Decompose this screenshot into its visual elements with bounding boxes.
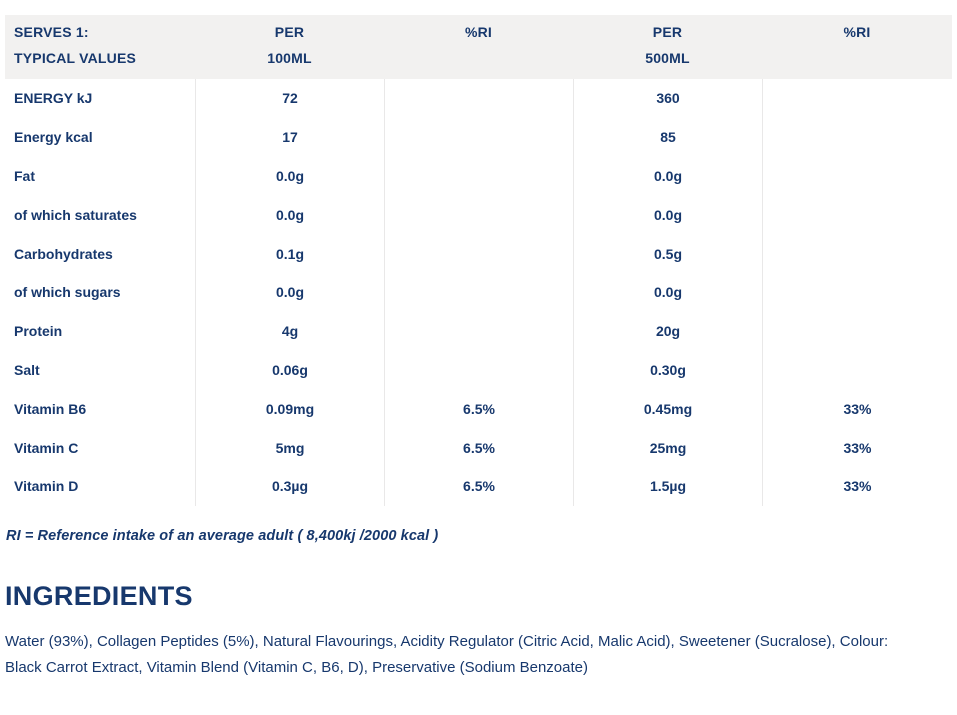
per-500ml-value: 0.0g [573,195,762,235]
row-label: Vitamin D [14,478,79,495]
row-label: Fat [14,167,35,184]
row-label: of which sugars [14,284,121,301]
ri-100ml-value [384,350,573,390]
per-100ml-value: 17 [195,117,384,157]
header-per-100ml-line2: 100ML [267,50,312,66]
row-label: Salt [14,361,40,378]
ri-100ml-value [384,79,573,118]
ri-500ml-value [762,156,952,196]
header-ri-500ml: %RI [762,19,952,71]
table-row: Vitamin B6 0.09mg 6.5% 0.45mg 33% [5,389,952,429]
row-label: ENERGY kJ [14,90,93,107]
per-500ml-value: 0.5g [573,234,762,273]
table-row: Carbohydrates 0.1g 0.5g [5,234,952,273]
ingredients-text: Water (93%), Collagen Peptides (5%), Nat… [5,632,889,676]
per-500ml-value: 360 [573,79,762,118]
header-per-500ml-line2: 500ML [645,50,690,66]
per-500ml-value: 0.30g [573,350,762,390]
row-label: Vitamin B6 [14,400,87,417]
ri-500ml-value [762,311,952,351]
ri-500ml-value [762,234,952,273]
ri-100ml-value [384,195,573,235]
per-500ml-value: 25mg [573,428,762,467]
ingredients-heading: INGREDIENTS [5,580,193,611]
table-row: Salt 0.06g 0.30g [5,350,952,390]
ri-500ml-value [762,195,952,235]
table-row: Vitamin D 0.3µg 6.5% 1.5µg 33% [5,466,952,506]
per-500ml-value: 0.0g [573,156,762,196]
header-typical-values: SERVES 1: TYPICAL VALUES [5,19,195,71]
ri-100ml-value [384,311,573,351]
header-per-500ml-line1: PER [652,24,683,40]
per-100ml-value: 4g [195,311,384,351]
row-label: Vitamin C [14,439,79,456]
per-100ml-value: 0.3µg [195,466,384,506]
table-header-row: SERVES 1: TYPICAL VALUES PER 100ML %RI P… [5,15,952,79]
ri-500ml-value: 33% [762,466,952,506]
per-500ml-value: 85 [573,117,762,157]
ri-100ml-value [384,234,573,273]
row-label: Carbohydrates [14,245,113,262]
ri-100ml-value [384,156,573,196]
nutrition-table: SERVES 1: TYPICAL VALUES PER 100ML %RI P… [5,15,952,506]
ri-500ml-value [762,272,952,312]
per-100ml-value: 72 [195,79,384,118]
table-row: Energy kcal 17 85 [5,117,952,157]
reference-intake-footnote: RI = Reference intake of an average adul… [6,527,439,544]
header-ri-100ml-label: %RI [464,24,493,40]
per-100ml-value: 0.09mg [195,389,384,429]
per-100ml-value: 5mg [195,428,384,467]
ri-100ml-value: 6.5% [384,389,573,429]
per-500ml-value: 0.45mg [573,389,762,429]
table-row: ENERGY kJ 72 360 [5,79,952,118]
header-per-500ml: PER 500ML [573,19,762,71]
row-label: Protein [14,323,63,340]
ri-100ml-value [384,117,573,157]
ri-100ml-value [384,272,573,312]
ri-500ml-value [762,350,952,390]
table-row: of which sugars 0.0g 0.0g [5,272,952,312]
per-100ml-value: 0.0g [195,272,384,312]
header-typical-values-label: TYPICAL VALUES [14,50,137,66]
ri-500ml-value [762,79,952,118]
per-100ml-value: 0.1g [195,234,384,273]
per-100ml-value: 0.0g [195,195,384,235]
per-500ml-value: 0.0g [573,272,762,312]
ri-500ml-value: 33% [762,428,952,467]
header-ri-500ml-label: %RI [843,24,871,40]
table-row: Fat 0.0g 0.0g [5,156,952,196]
header-per-100ml-line1: PER [274,24,305,40]
per-500ml-value: 20g [573,311,762,351]
header-per-100ml: PER 100ML [195,19,384,71]
ri-500ml-value [762,117,952,157]
table-row: Vitamin C 5mg 6.5% 25mg 33% [5,428,952,467]
table-row: Protein 4g 20g [5,311,952,351]
ri-500ml-value: 33% [762,389,952,429]
per-100ml-value: 0.06g [195,350,384,390]
row-label: Energy kcal [14,129,93,146]
nutrition-info-page: SERVES 1: TYPICAL VALUES PER 100ML %RI P… [0,15,957,715]
per-100ml-value: 0.0g [195,156,384,196]
header-serves-label: SERVES 1: [14,24,89,40]
header-ri-100ml: %RI [384,19,573,71]
table-body: ENERGY kJ 72 360 Energy kcal 17 85 Fat 0… [5,79,952,506]
ri-100ml-value: 6.5% [384,466,573,506]
table-row: of which saturates 0.0g 0.0g [5,195,952,235]
row-label: of which saturates [14,206,137,223]
per-500ml-value: 1.5µg [573,466,762,506]
ri-100ml-value: 6.5% [384,428,573,467]
